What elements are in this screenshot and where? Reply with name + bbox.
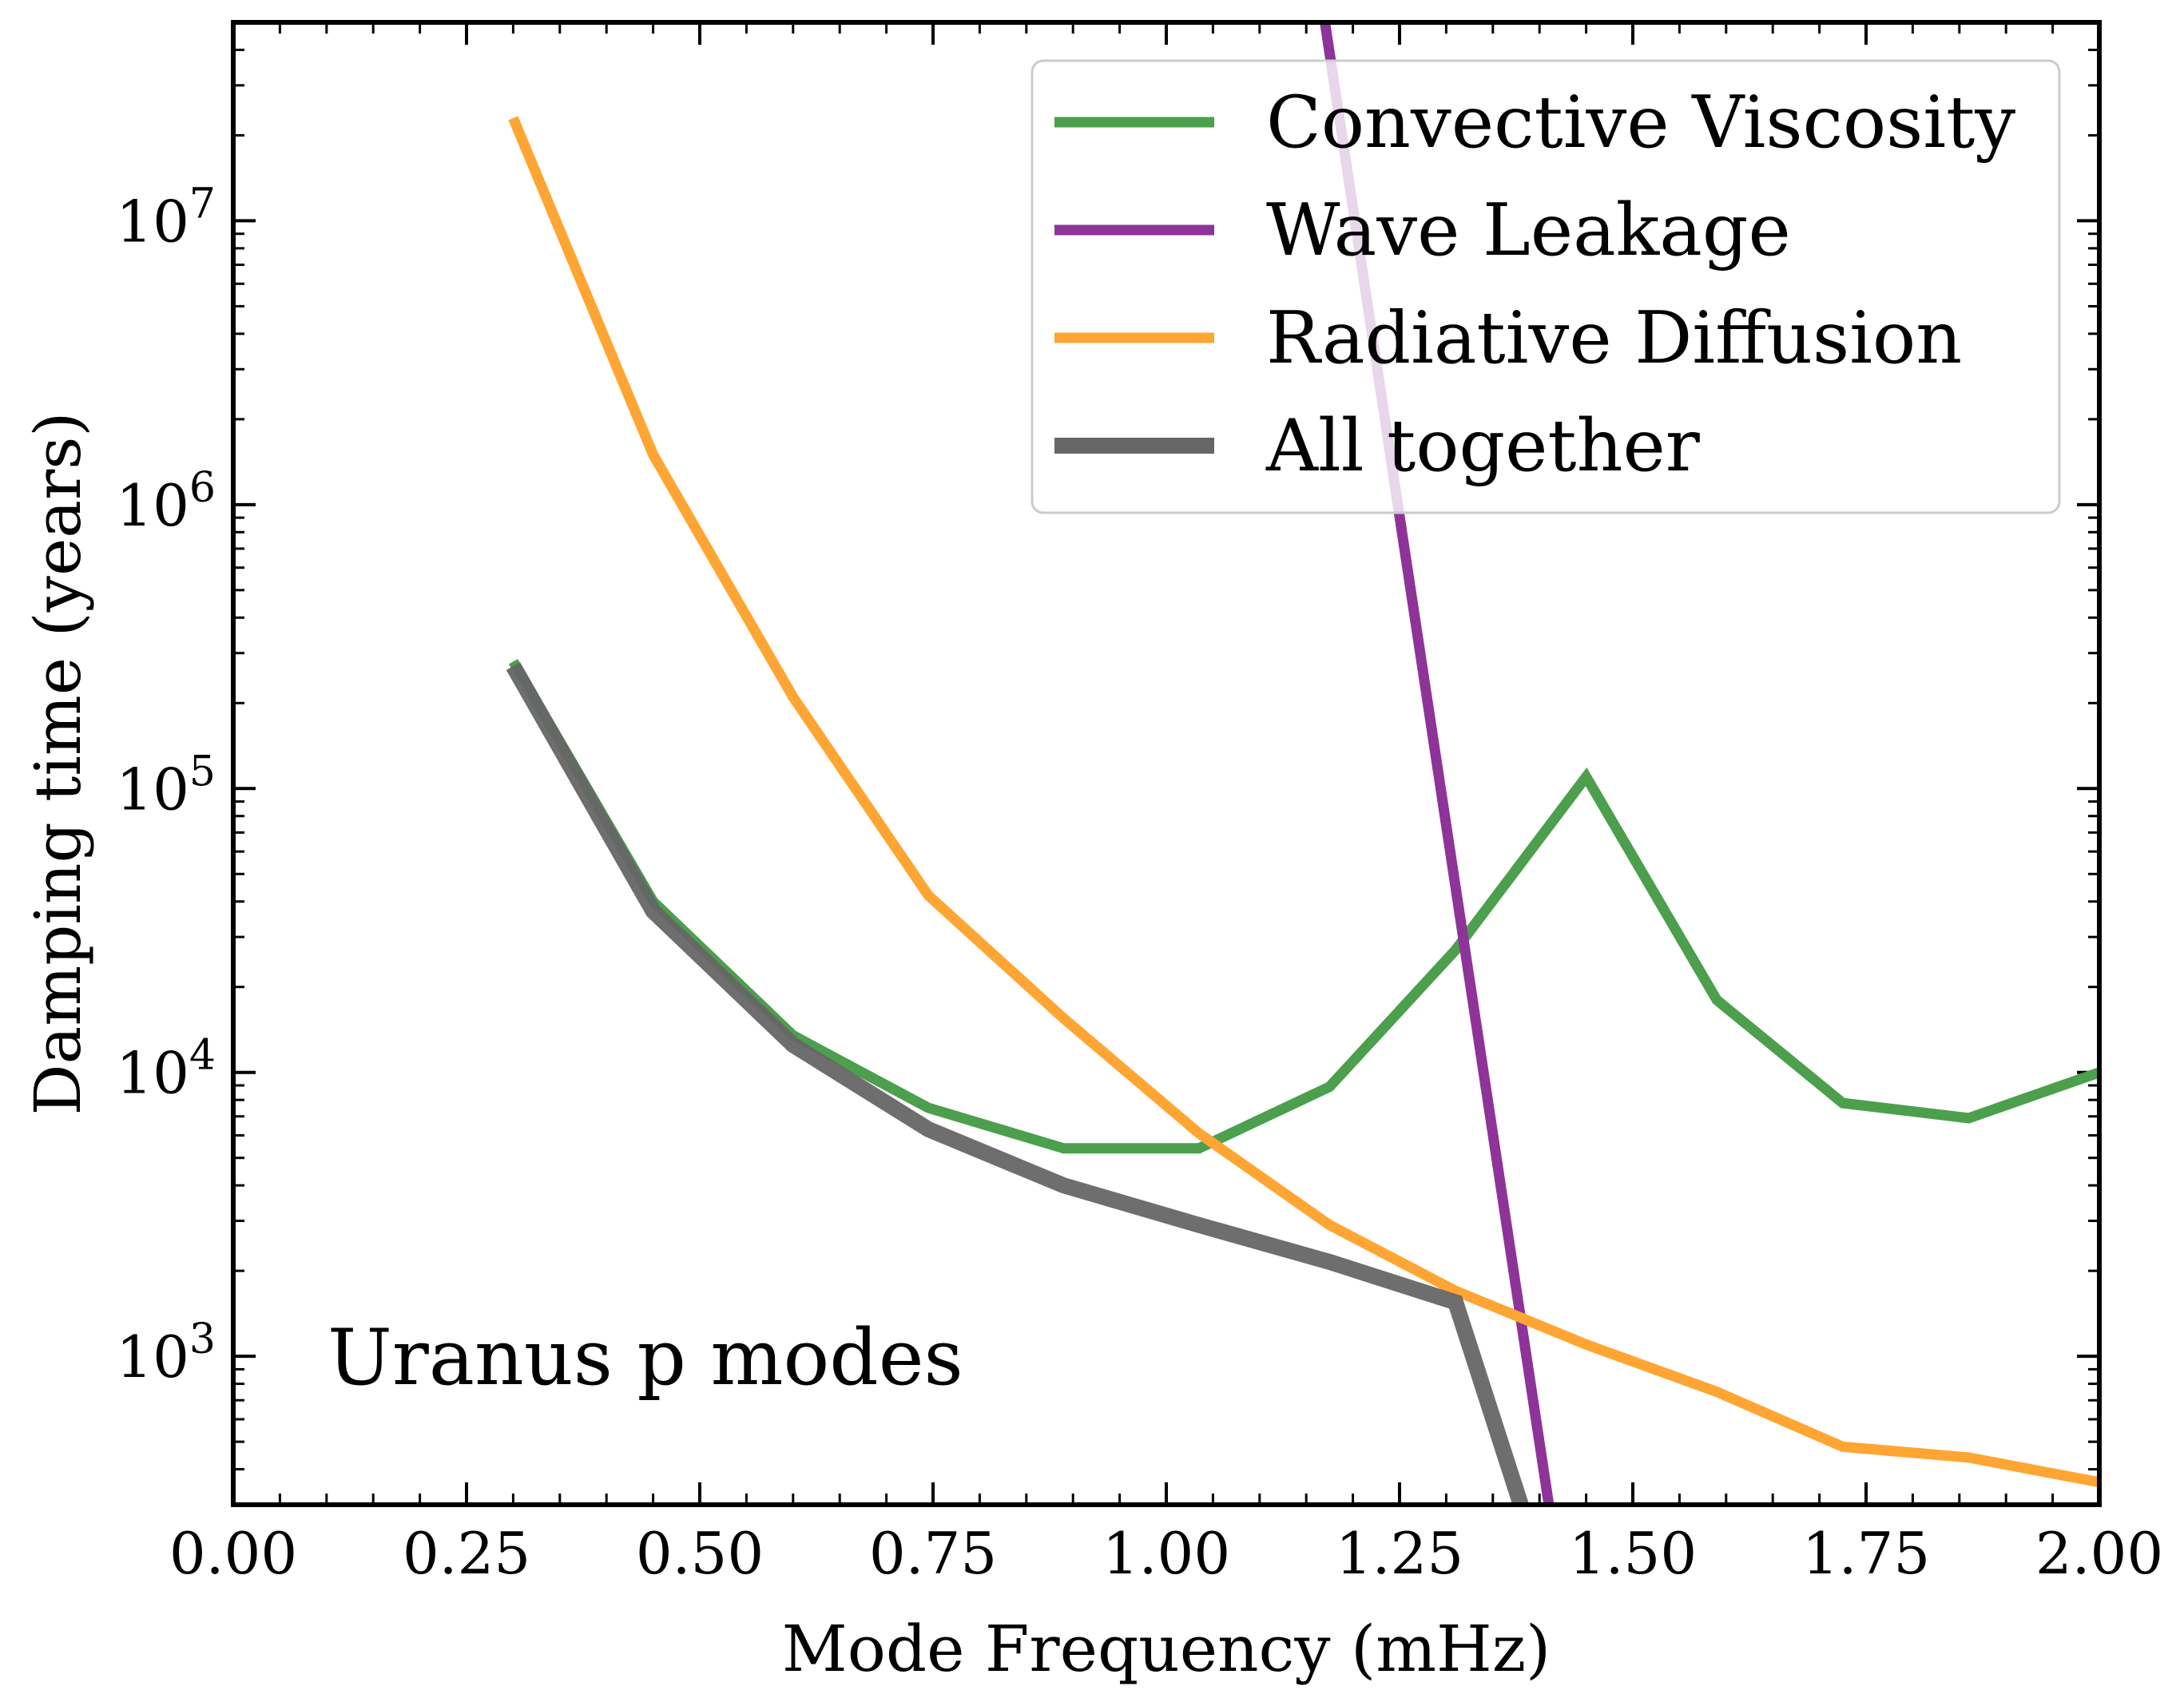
- x-tick-label: 0.25: [403, 1520, 530, 1587]
- x-tick-label: 1.25: [1336, 1520, 1463, 1587]
- major-ticks: [232, 22, 2101, 1505]
- y-tick-label: 105: [116, 748, 216, 823]
- y-tick-label: 104: [116, 1032, 216, 1107]
- x-axis-title: Mode Frequency (mHz): [782, 1612, 1551, 1686]
- x-tick-label: 0.00: [169, 1520, 297, 1587]
- x-tick-label: 0.75: [869, 1520, 997, 1587]
- y-tick-label: 103: [116, 1315, 216, 1391]
- series-layer: [506, 22, 2099, 1505]
- plot-annotation: Uranus p modes: [328, 1313, 963, 1402]
- x-tick-label: 1.50: [1569, 1520, 1697, 1587]
- tick-labels: 0.00 0.25 0.50 0.75 1.00 1.25 1.50 1.75 2.00 103 1…: [116, 180, 2163, 1587]
- y-axis-title: Damping time (years): [21, 412, 95, 1116]
- legend-box: [1030, 59, 2061, 514]
- x-tick-label: 1.75: [1802, 1520, 1930, 1587]
- y-tick-label: 107: [116, 180, 216, 255]
- series-radiative-diffusion: [508, 116, 2099, 1488]
- series-convective-viscosity: [508, 659, 2099, 1154]
- x-tick-label: 0.50: [636, 1520, 764, 1587]
- x-tick-label: 2.00: [2035, 1520, 2163, 1587]
- y-tick-label: 106: [116, 464, 216, 539]
- legend-label: All together: [1265, 404, 1701, 488]
- legend: Convective Viscosity Wave Leakage Radiativ…: [1030, 59, 2061, 514]
- x-tick-label: 1.00: [1102, 1520, 1230, 1587]
- legend-label: Wave Leakage: [1266, 188, 1791, 272]
- legend-label: Radiative Diffusion: [1266, 296, 1962, 380]
- plot-frame: [231, 20, 2102, 1507]
- legend-label: Convective Viscosity: [1266, 81, 2015, 165]
- series-all-together: [506, 662, 1529, 1505]
